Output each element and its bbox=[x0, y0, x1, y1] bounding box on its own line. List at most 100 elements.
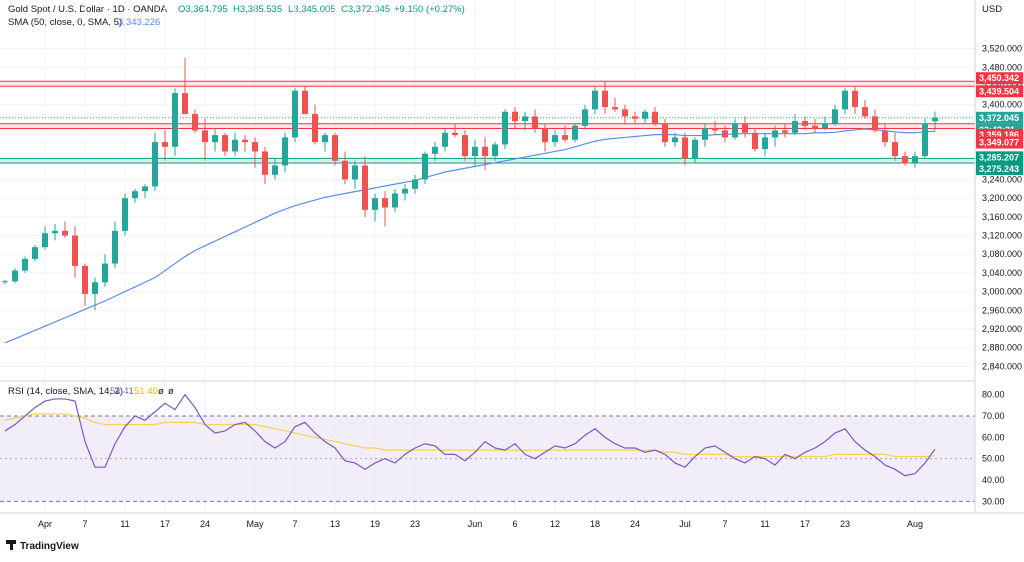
candle bbox=[12, 268, 18, 284]
candle-body bbox=[92, 282, 98, 294]
rsi-tick-label: 40.00 bbox=[982, 475, 1005, 485]
candle-body bbox=[42, 233, 48, 248]
sma-line bbox=[4, 128, 936, 344]
candle bbox=[722, 125, 728, 143]
candle-body bbox=[562, 135, 568, 140]
candle bbox=[42, 226, 48, 250]
symbol-title[interactable]: Gold Spot / U.S. Dollar · 1D · OANDA bbox=[8, 4, 168, 15]
candle bbox=[172, 88, 178, 157]
candle bbox=[782, 123, 788, 138]
candles-layer bbox=[2, 58, 938, 311]
candle-body bbox=[22, 258, 28, 271]
candle-body bbox=[912, 156, 918, 164]
time-tick-label: 17 bbox=[800, 519, 810, 529]
time-tick-label: 6 bbox=[512, 519, 517, 529]
candle-body bbox=[692, 139, 698, 159]
candle-body bbox=[32, 247, 38, 259]
candle bbox=[812, 118, 818, 133]
level-tag: 3,439.504 bbox=[979, 86, 1019, 96]
candle-body bbox=[402, 188, 408, 194]
candle-body bbox=[582, 109, 588, 126]
candle bbox=[532, 109, 538, 133]
candle-body bbox=[132, 191, 138, 199]
grid-layer bbox=[0, 0, 975, 513]
candle bbox=[102, 254, 108, 287]
candle-body bbox=[492, 144, 498, 157]
candle bbox=[662, 118, 668, 147]
candle-body bbox=[332, 135, 338, 161]
candle-body bbox=[812, 125, 818, 129]
time-tick-label: Jun bbox=[468, 519, 483, 529]
candle bbox=[802, 116, 808, 131]
candle-body bbox=[292, 90, 298, 138]
candle-body bbox=[212, 135, 218, 143]
candle-body bbox=[62, 230, 68, 236]
candle-body bbox=[862, 107, 868, 117]
candle bbox=[612, 97, 618, 112]
candle bbox=[72, 226, 78, 278]
candle-body bbox=[922, 123, 928, 157]
rsi-band bbox=[0, 416, 975, 502]
candle-body bbox=[652, 111, 658, 124]
time-tick-label: 7 bbox=[292, 519, 297, 529]
candle-body bbox=[722, 130, 728, 138]
candle bbox=[32, 244, 38, 262]
sma-legend[interactable]: SMA (50, close, 0, SMA, 5) bbox=[8, 17, 122, 28]
ohlc-change: +9.150 (+0.27%) bbox=[394, 4, 465, 15]
rsi-legend[interactable]: RSI (14, close, SMA, 14, 2) bbox=[8, 386, 123, 397]
candle-body bbox=[262, 151, 268, 175]
candle bbox=[882, 123, 888, 147]
time-tick-label: May bbox=[246, 519, 264, 529]
candle-body bbox=[822, 123, 828, 129]
candle bbox=[672, 132, 678, 147]
candle bbox=[892, 132, 898, 161]
candle bbox=[142, 184, 148, 199]
candle-body bbox=[382, 198, 388, 208]
candle-body bbox=[302, 90, 308, 115]
candle-body bbox=[232, 139, 238, 152]
tv-logo-icon-stem bbox=[10, 540, 13, 550]
tradingview-logo[interactable]: TradingView bbox=[6, 540, 79, 552]
candle bbox=[642, 109, 648, 124]
candle-body bbox=[782, 130, 788, 133]
candle-body bbox=[572, 125, 578, 140]
levels-layer bbox=[0, 80, 975, 164]
candle bbox=[692, 137, 698, 164]
rsi-line bbox=[4, 393, 936, 477]
candle bbox=[372, 193, 378, 222]
candle bbox=[382, 191, 388, 227]
candle-body bbox=[882, 130, 888, 143]
candle bbox=[362, 156, 368, 217]
candle-body bbox=[662, 123, 668, 143]
time-tick-label: 17 bbox=[160, 519, 170, 529]
candle-body bbox=[832, 109, 838, 124]
candle-body bbox=[512, 111, 518, 122]
candle bbox=[922, 118, 928, 159]
candle bbox=[482, 137, 488, 171]
candle bbox=[492, 142, 498, 161]
price-tick-label: 3,000.000 bbox=[982, 287, 1022, 297]
candle bbox=[732, 118, 738, 140]
rsi-tick-label: 30.00 bbox=[982, 496, 1005, 506]
price-tick-label: 3,200.000 bbox=[982, 193, 1022, 203]
candle-body bbox=[52, 230, 58, 234]
time-tick-label: 18 bbox=[590, 519, 600, 529]
candle bbox=[592, 86, 598, 115]
candle bbox=[282, 132, 288, 173]
sma-layer bbox=[4, 128, 936, 344]
candle-body bbox=[82, 265, 88, 294]
candle bbox=[292, 88, 298, 143]
tradingview-brand: TradingView bbox=[20, 541, 79, 552]
ohlc-low: L3,345.005 bbox=[288, 4, 336, 15]
candle bbox=[632, 111, 638, 124]
candle-body bbox=[392, 193, 398, 208]
level-tag-bg bbox=[976, 136, 1023, 149]
candle bbox=[742, 116, 748, 138]
level-tag-bg bbox=[976, 151, 1023, 164]
candle bbox=[222, 132, 228, 157]
candle bbox=[932, 111, 938, 131]
time-tick-label: 23 bbox=[410, 519, 420, 529]
time-tick-label: 7 bbox=[82, 519, 87, 529]
rsi-tick-label: 70.00 bbox=[982, 411, 1005, 421]
candle-body bbox=[872, 116, 878, 131]
